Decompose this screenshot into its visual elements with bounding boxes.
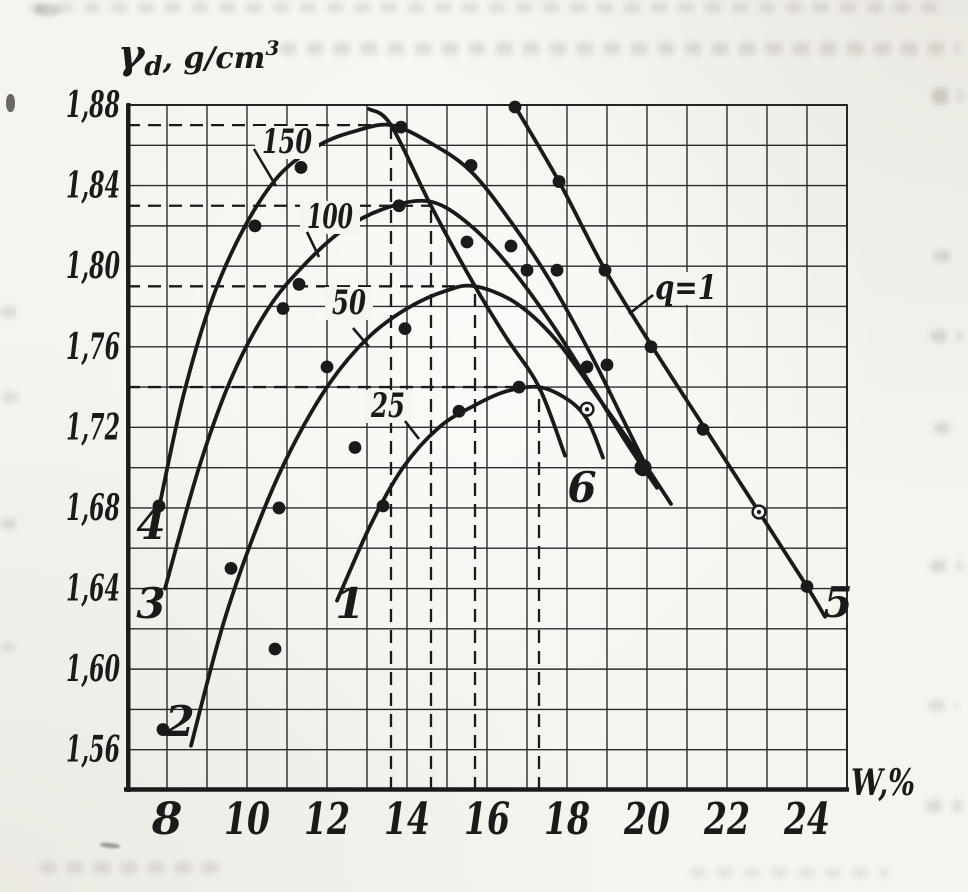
data-point	[272, 501, 286, 515]
data-point	[394, 120, 408, 134]
series-label-curve-100: 100	[307, 197, 353, 237]
data-point	[294, 161, 308, 174]
y-axis-title: γd, g/cm3	[118, 31, 279, 82]
series-optimum-line	[367, 107, 567, 458]
series-saturation-line	[512, 103, 827, 619]
data-point	[580, 360, 594, 374]
y-tick-label: 1,56	[66, 729, 120, 771]
data-point	[452, 404, 466, 418]
label-leader-line	[305, 231, 321, 258]
data-point	[292, 277, 306, 291]
data-point	[508, 100, 522, 114]
x-tick-label: 12	[304, 794, 350, 845]
label-leader-line	[628, 293, 654, 316]
data-point-open-center	[584, 407, 590, 412]
label-leader-line	[352, 327, 370, 348]
data-point	[696, 422, 710, 436]
series-number-curve-25: 1	[335, 579, 364, 628]
data-point	[520, 263, 534, 277]
data-point	[800, 580, 814, 593]
data-point	[398, 322, 412, 336]
x-tick-label: 20	[623, 794, 670, 845]
x-tick-label: 10	[224, 794, 270, 845]
data-point	[376, 499, 390, 513]
data-point	[550, 263, 564, 277]
data-point	[460, 235, 474, 249]
data-point	[464, 159, 478, 172]
x-tick-label: 24	[783, 794, 830, 845]
label-patch	[255, 126, 319, 159]
data-point	[224, 561, 238, 575]
data-point	[276, 302, 290, 315]
series-label-curve-150: 150	[262, 122, 312, 162]
data-point-cluster	[634, 459, 652, 477]
axis-titles: γd, g/cm3 W,%	[118, 31, 915, 804]
data-point	[644, 340, 658, 354]
y-tick-label: 1,72	[66, 406, 120, 448]
x-tick-label: 14	[384, 794, 430, 845]
axis-tick-labels: 8 10 12 14 16 18 20 22 241,881,841,801,761,721,6…	[66, 84, 830, 845]
series-curve-50	[189, 283, 673, 748]
data-point	[156, 723, 170, 736]
data-point	[512, 380, 526, 394]
grid	[126, 104, 848, 791]
series-number-curve-50: 2	[164, 697, 194, 746]
series-number-optimum-line: 6	[567, 463, 596, 512]
data-point	[268, 642, 282, 656]
plot-frame	[124, 103, 849, 792]
label-patch	[325, 287, 373, 320]
x-tick-label: 22	[703, 794, 750, 845]
y-tick-label: 1,64	[66, 568, 120, 610]
label-leader-line	[252, 148, 278, 187]
x-axis-title: W,%	[851, 762, 915, 804]
data-point	[152, 499, 166, 513]
data-point	[504, 239, 518, 253]
data-points	[152, 100, 814, 736]
label-patch	[364, 390, 412, 423]
series-label-saturation-line: q=1	[655, 268, 717, 308]
data-point	[392, 199, 406, 213]
data-point	[248, 219, 262, 233]
series-number-curve-100: 3	[136, 579, 165, 628]
label-leader-line	[403, 420, 421, 440]
data-point-open-center	[756, 509, 762, 515]
series-curve-150	[157, 122, 645, 510]
data-point	[348, 441, 362, 454]
x-tick-label: 18	[544, 794, 590, 845]
curves	[157, 103, 827, 748]
curve-labels: 150 4 100 3 50 2 25 1 6 q=1 5	[136, 122, 852, 746]
data-point	[552, 175, 566, 188]
series-number-curve-150: 4	[136, 500, 165, 549]
y-tick-label: 1,84	[66, 165, 120, 207]
y-tick-label: 1,76	[66, 326, 120, 368]
label-patch	[300, 201, 360, 234]
y-tick-label: 1,60	[66, 648, 120, 690]
x-tick-label: 8	[151, 794, 183, 845]
y-tick-label: 1,88	[66, 84, 120, 126]
y-tick-label: 1,80	[66, 245, 120, 287]
data-point	[598, 263, 612, 277]
y-tick-label: 1,68	[66, 487, 120, 529]
series-label-curve-50: 50	[332, 283, 366, 323]
data-point	[600, 358, 614, 372]
x-tick-label: 16	[464, 794, 510, 845]
data-point	[320, 360, 334, 374]
series-label-curve-25: 25	[370, 386, 405, 426]
label-patch	[648, 272, 724, 305]
series-number-saturation-line: 5	[823, 578, 852, 627]
